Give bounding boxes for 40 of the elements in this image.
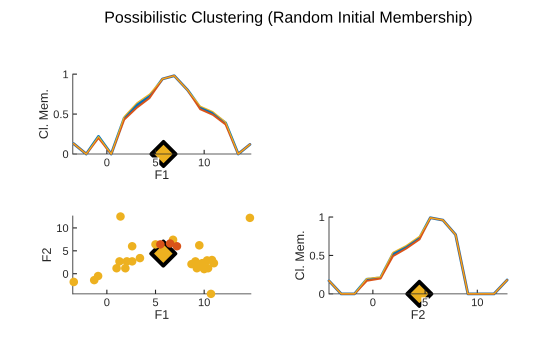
y-tick-label: 10: [57, 224, 68, 232]
point: [206, 290, 216, 298]
point: [246, 214, 254, 222]
point: [192, 264, 202, 272]
x-tick-label: 5: [152, 158, 158, 166]
x-tick-label: 10: [198, 158, 210, 166]
y-tick-label: 0.5: [54, 110, 68, 118]
y-tick-label: 1: [63, 70, 68, 78]
y-tick-label: 1: [320, 213, 324, 222]
x-axis-title: F1: [156, 310, 169, 319]
point: [121, 264, 130, 272]
point: [136, 254, 144, 262]
point: [115, 257, 124, 266]
y-tick-label: 0.5: [310, 252, 324, 260]
point: [128, 242, 136, 251]
point: [116, 212, 125, 221]
x-tick-label: 5: [422, 298, 428, 306]
x-tick-label: 0: [104, 298, 110, 306]
text: Possibilistic Clustering (Random Initial Membership): [106, 11, 472, 26]
y-axis-title: Cl. Mem.: [38, 90, 48, 138]
y-tick-label: 0: [319, 290, 324, 298]
point: [195, 241, 204, 250]
y-tick-label: 5: [62, 247, 68, 255]
x-tick-label: 10: [198, 298, 210, 306]
x-tick-label: 10: [472, 298, 484, 306]
point: [172, 242, 182, 251]
x-tick-label: 0: [104, 158, 110, 166]
point: [69, 278, 78, 286]
x-tick-label: 5: [152, 298, 158, 306]
y-tick-label: 0: [62, 270, 68, 278]
x-axis-title: F2: [412, 310, 425, 319]
x-axis-title: F1: [156, 170, 169, 179]
point: [166, 239, 174, 248]
y-axis-title: F2: [42, 248, 51, 262]
y-axis-title: Cl. Mem.: [294, 232, 304, 280]
x-tick-label: 0: [370, 298, 376, 306]
point: [112, 264, 121, 272]
point: [94, 272, 102, 280]
y-tick-label: 0: [62, 150, 68, 158]
point: [156, 240, 165, 249]
